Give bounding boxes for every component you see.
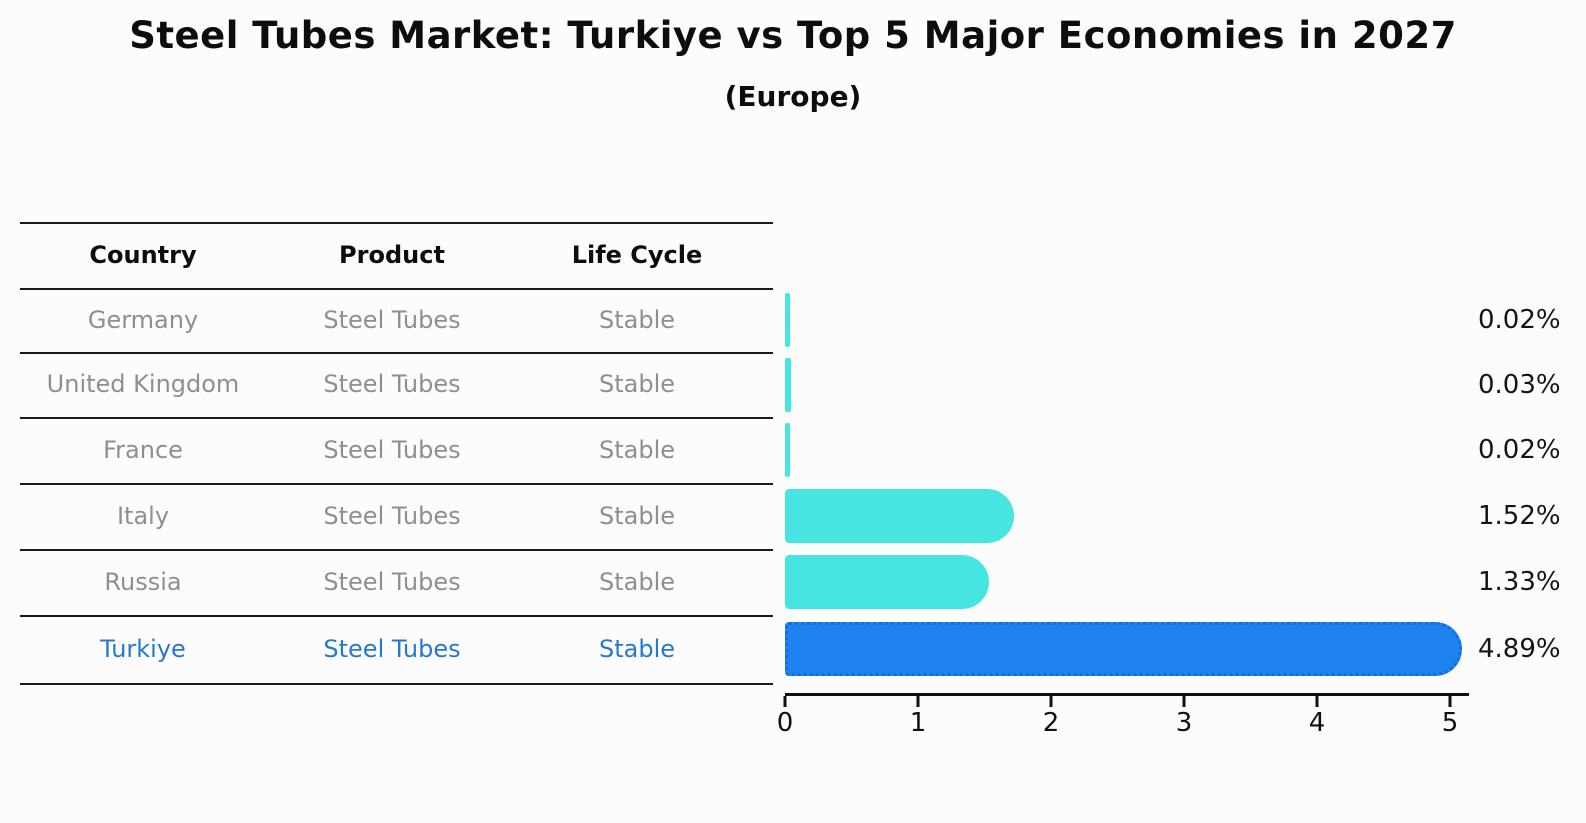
cell-life-cycle: Stable [598, 635, 676, 663]
cell-life-cycle: Stable [598, 568, 676, 596]
cell-product: Steel Tubes [323, 306, 461, 334]
table-divider-line-5 [20, 549, 773, 551]
table-divider-line-4 [20, 483, 773, 485]
x-axis-line [785, 693, 1469, 696]
table-divider-line-2 [20, 352, 773, 354]
cell-life-cycle: Stable [598, 370, 676, 398]
x-tick-label-3: 3 [1175, 708, 1193, 738]
table-divider-line-7 [20, 683, 773, 685]
value-label-turkiye: 4.89% [1478, 634, 1561, 664]
x-tick-label-1: 1 [909, 708, 927, 738]
cell-product: Steel Tubes [323, 635, 461, 663]
x-tick-0 [783, 696, 787, 707]
column-header-country: Country [89, 241, 197, 269]
value-label-italy: 1.52% [1478, 501, 1561, 531]
table-divider-line-1 [20, 288, 773, 290]
cell-country: France [103, 436, 183, 464]
cell-product: Steel Tubes [323, 502, 461, 530]
cell-country: Italy [116, 502, 170, 530]
cell-country: United Kingdom [46, 370, 240, 398]
bar-turkiye [785, 622, 1463, 676]
x-tick-label-5: 5 [1441, 708, 1459, 738]
cell-life-cycle: Stable [598, 436, 676, 464]
x-tick-label-2: 2 [1042, 708, 1060, 738]
table-divider-line-6 [20, 615, 773, 617]
cell-country: Germany [87, 306, 199, 334]
cell-life-cycle: Stable [598, 502, 676, 530]
value-label-russia: 1.33% [1478, 567, 1561, 597]
cell-country: Turkiye [100, 635, 186, 663]
value-label-united-kingdom: 0.03% [1478, 369, 1561, 400]
cell-product: Steel Tubes [323, 370, 461, 398]
chart-title: Steel Tubes Market: Turkiye vs Top 5 Maj… [129, 14, 1457, 57]
cell-country: Russia [104, 568, 182, 596]
value-label-germany: 0.02% [1478, 305, 1561, 335]
x-tick-1 [916, 696, 920, 707]
bar-italy [785, 489, 1015, 543]
x-tick-label-0: 0 [776, 708, 794, 738]
column-header-product: Product [339, 241, 445, 269]
bar-united-kingdom [785, 357, 791, 412]
table-divider-line-3 [20, 417, 773, 419]
bar-russia [785, 555, 989, 609]
value-label-france: 0.02% [1478, 435, 1561, 465]
cell-product: Steel Tubes [323, 436, 461, 464]
bar-germany [785, 293, 790, 347]
x-tick-label-4: 4 [1308, 708, 1326, 738]
column-header-life-cycle: Life Cycle [571, 241, 703, 269]
cell-product: Steel Tubes [323, 568, 461, 596]
cell-life-cycle: Stable [598, 306, 676, 334]
x-tick-4 [1315, 696, 1319, 707]
table-divider-line-0 [20, 222, 773, 224]
x-tick-3 [1182, 696, 1186, 707]
x-tick-2 [1049, 696, 1053, 707]
chart-subtitle: (Europe) [724, 80, 862, 113]
bar-france [785, 423, 790, 477]
x-tick-5 [1448, 696, 1452, 707]
